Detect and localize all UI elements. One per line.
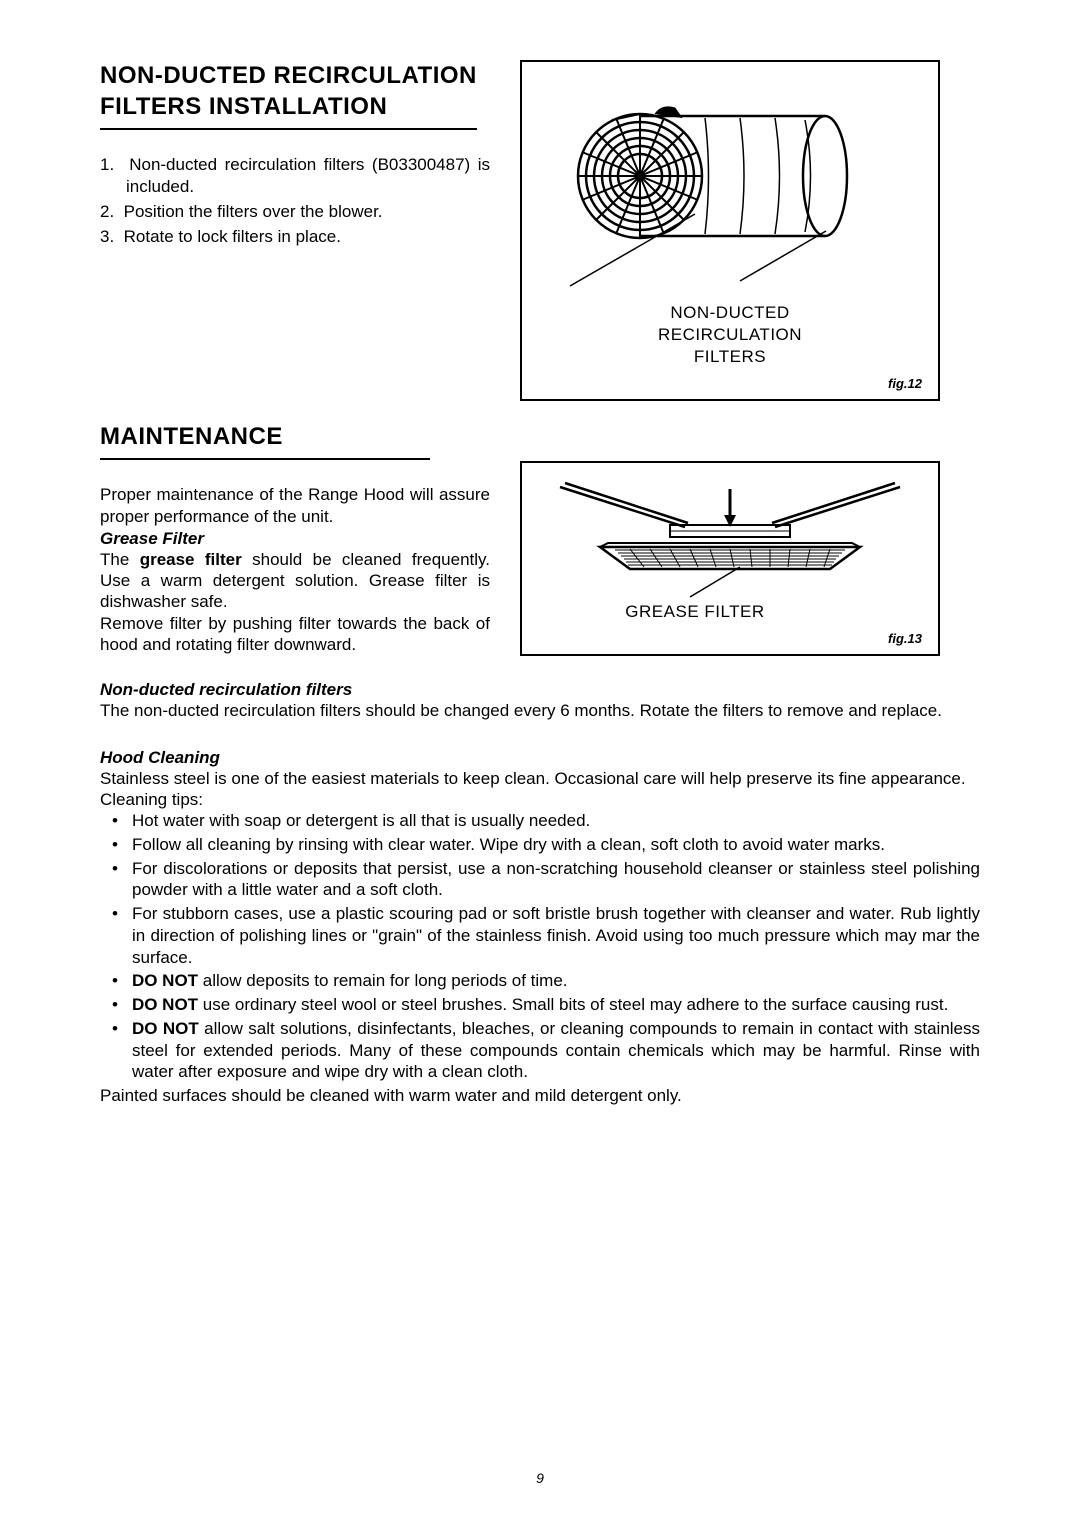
cleaning-tip-item: Hot water with soap or detergent is all … [100,810,980,832]
fig12-col: NON-DUCTED RECIRCULATION FILTERS fig.12 [520,60,940,401]
fig12-label-line2: RECIRCULATION [658,325,802,344]
grease-filter-text1: The grease filter should be cleaned freq… [100,549,490,613]
cleaning-tip-item: For stubborn cases, use a plastic scouri… [100,903,980,968]
install-title: NON-DUCTED RECIRCULATION FILTERS INSTALL… [100,60,477,130]
maintenance-row: MAINTENANCE Proper maintenance of the Ra… [100,421,980,656]
cleaning-tip-item: DO NOT allow deposits to remain for long… [100,970,980,992]
cleaning-tip-item: DO NOT allow salt solutions, disinfectan… [100,1018,980,1083]
hood-cleaning-section: Hood Cleaning Stainless steel is one of … [100,748,980,1107]
grease-bold: grease filter [140,550,242,569]
install-title-line1: NON-DUCTED RECIRCULATION [100,62,477,89]
install-text-col: NON-DUCTED RECIRCULATION FILTERS INSTALL… [100,60,490,401]
nonducted-text: The non-ducted recirculation filters sho… [100,700,980,721]
install-section-row: NON-DUCTED RECIRCULATION FILTERS INSTALL… [100,60,980,401]
nonducted-section: Non-ducted recirculation filters The non… [100,680,980,721]
maintenance-text-col: MAINTENANCE Proper maintenance of the Ra… [100,421,490,656]
fig13-box: GREASE FILTER fig.13 [520,461,940,656]
install-step: 3. Rotate to lock filters in place. [100,226,490,247]
nonducted-head: Non-ducted recirculation filters [100,680,980,700]
painted-surfaces-text: Painted surfaces should be cleaned with … [100,1085,980,1106]
fig13-label: GREASE FILTER [464,601,926,623]
install-step: 1. Non-ducted recirculation filters (B03… [100,154,490,197]
fig12-label-line1: NON-DUCTED [670,303,789,322]
maintenance-title: MAINTENANCE [100,421,430,460]
install-step: 2. Position the filters over the blower. [100,201,490,222]
install-title-line2: FILTERS INSTALLATION [100,93,387,120]
fig12-caption: fig.12 [534,376,926,391]
hood-cleaning-intro: Stainless steel is one of the easiest ma… [100,768,980,789]
cleaning-tip-item: For discolorations or deposits that pers… [100,858,980,902]
grease-filter-head: Grease Filter [100,529,490,549]
install-steps-list: 1. Non-ducted recirculation filters (B03… [100,154,490,247]
hood-cleaning-head: Hood Cleaning [100,748,980,768]
fig12-label: NON-DUCTED RECIRCULATION FILTERS [534,302,926,368]
fig13-caption: fig.13 [534,631,926,646]
grease-filter-illustration [540,477,920,607]
maintenance-intro: Proper maintenance of the Range Hood wil… [100,484,490,527]
grease-filter-text2: Remove filter by pushing filter towards … [100,613,490,656]
grease-pre: The [100,550,140,569]
fig12-box: NON-DUCTED RECIRCULATION FILTERS fig.12 [520,60,940,401]
cleaning-tip-item: DO NOT use ordinary steel wool or steel … [100,994,980,1016]
page-number: 9 [0,1470,1080,1486]
cleaning-tips-label: Cleaning tips: [100,789,980,810]
cleaning-tip-item: Follow all cleaning by rinsing with clea… [100,834,980,856]
cleaning-tips-list: Hot water with soap or detergent is all … [100,810,980,1083]
recirculation-filter-illustration [540,76,920,296]
fig12-label-line3: FILTERS [694,347,766,366]
fig13-col: GREASE FILTER fig.13 [520,421,940,656]
